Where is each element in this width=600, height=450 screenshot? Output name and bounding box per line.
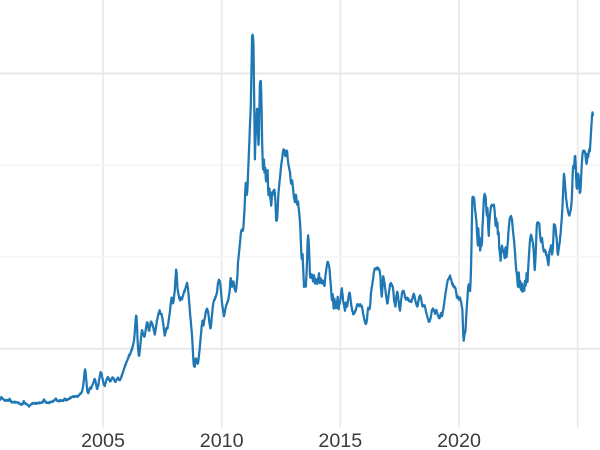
svg-text:2005: 2005: [81, 430, 125, 450]
svg-text:2015: 2015: [318, 430, 362, 450]
svg-text:2020: 2020: [437, 430, 481, 450]
svg-text:2010: 2010: [200, 430, 244, 450]
